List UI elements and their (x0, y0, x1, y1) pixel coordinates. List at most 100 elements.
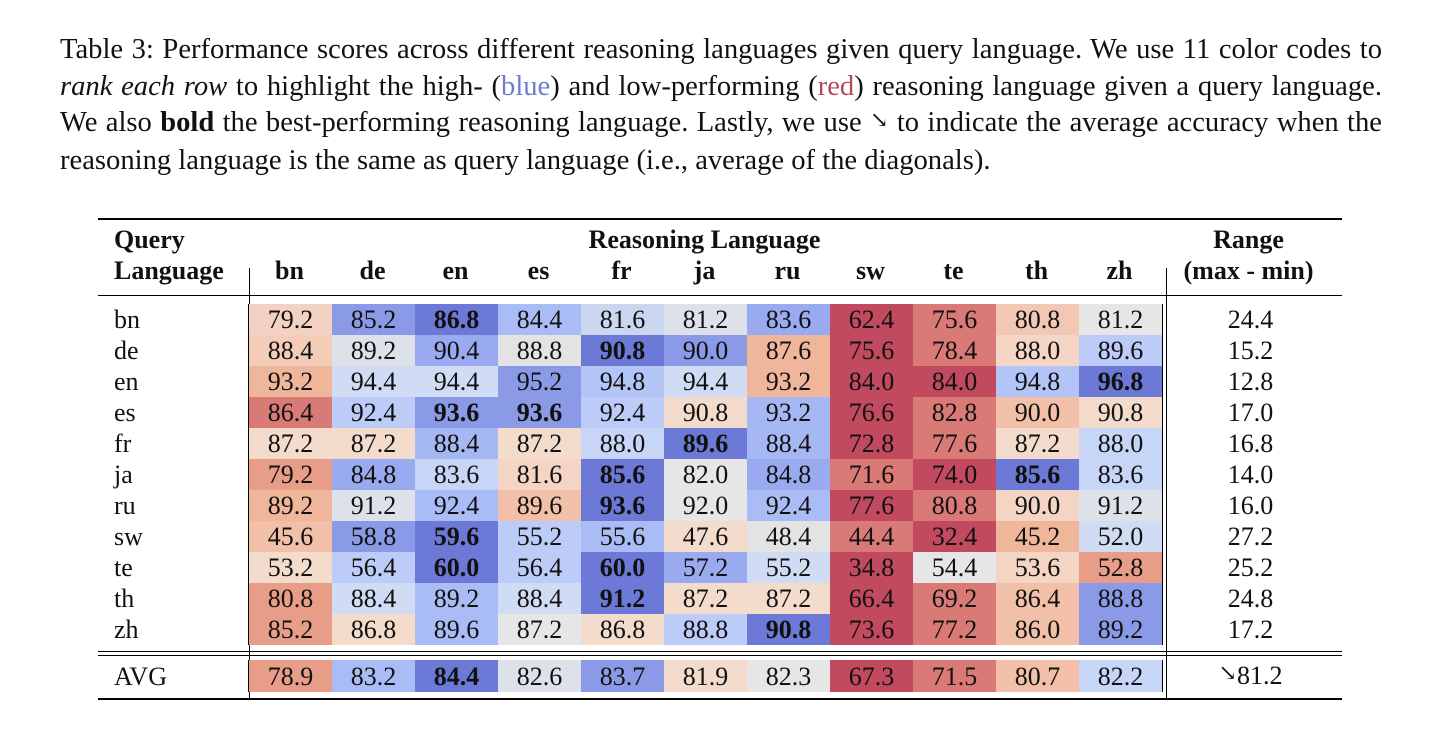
range-cell: 16.8 (1227, 429, 1274, 458)
score-cell: 84.0 (913, 366, 996, 397)
row-language: th (114, 584, 135, 613)
score-cell: 94.4 (332, 366, 415, 397)
body-table: bn 79.2 85.2 86.8 84.4 81.6 81.2 83.6 62.4 75.6 80… (98, 304, 1338, 645)
score-cell: 83.6 (747, 304, 830, 335)
range-cell: 14.0 (1227, 460, 1274, 489)
score-cell: 88.8 (498, 335, 581, 366)
column-header-de: de (359, 256, 386, 285)
table-row: de 88.4 89.2 90.4 88.8 90.8 90.0 87.6 75.6 78.4 88… (98, 335, 1338, 366)
score-cell: 88.8 (664, 614, 747, 645)
score-cell: 89.6 (1079, 335, 1163, 366)
score-cell: 88.0 (996, 335, 1079, 366)
row-language: fr (114, 429, 132, 458)
score-cell: 85.2 (332, 304, 415, 335)
score-cell: 62.4 (830, 304, 913, 335)
score-cell: 71.5 (913, 660, 996, 692)
score-cell: 85.6 (581, 459, 664, 490)
avg-rule-upper (98, 651, 1342, 653)
caption-prefix: Table 3: Performance scores across diffe… (60, 34, 1382, 65)
table-row: AVG 78.9 83.2 84.4 82.6 83.7 81.9 82.3 67.3 71.5 8… (98, 660, 1338, 692)
caption-mid4: the best-performing reasoning language. … (214, 107, 871, 138)
score-cell: 89.2 (248, 490, 332, 521)
score-cell: 90.8 (581, 335, 664, 366)
score-cell: 66.4 (830, 583, 913, 614)
score-cell: 60.0 (415, 552, 498, 583)
score-cell: 87.2 (332, 428, 415, 459)
table-row: fr 87.2 87.2 88.4 87.2 88.0 89.6 88.4 72.8 77.6 87… (98, 428, 1338, 459)
score-cell: 84.4 (498, 304, 581, 335)
diagonal-arrow-icon: ↘ (1218, 660, 1237, 685)
score-cell: 88.4 (332, 583, 415, 614)
score-cell: 90.0 (664, 335, 747, 366)
score-cell: 81.2 (1079, 304, 1163, 335)
range-cell: 17.2 (1227, 615, 1274, 644)
score-cell: 81.6 (581, 304, 664, 335)
range-cell: 27.2 (1227, 522, 1274, 551)
score-cell: 89.2 (415, 583, 498, 614)
score-cell: 58.8 (332, 521, 415, 552)
score-cell: 52.0 (1079, 521, 1163, 552)
score-cell: 89.6 (664, 428, 747, 459)
table-row: te 53.2 56.4 60.0 56.4 60.0 57.2 55.2 34.8 54.4 53… (98, 552, 1338, 583)
score-cell: 90.0 (996, 490, 1079, 521)
table-row: th 80.8 88.4 89.2 88.4 91.2 87.2 87.2 66.4 69.2 86… (98, 583, 1338, 614)
score-cell: 34.8 (830, 552, 913, 583)
score-cell: 56.4 (332, 552, 415, 583)
column-header-en: en (442, 256, 469, 285)
avg-label: AVG (114, 661, 167, 691)
score-cell: 86.0 (996, 614, 1079, 645)
score-cell: 86.8 (332, 614, 415, 645)
range-cell: 24.8 (1227, 584, 1274, 613)
table-row: en 93.2 94.4 94.4 95.2 94.8 94.4 93.2 84.0 84.0 94… (98, 366, 1338, 397)
score-cell: 87.6 (747, 335, 830, 366)
column-header-ja: ja (693, 256, 716, 285)
score-cell: 87.2 (747, 583, 830, 614)
score-cell: 60.0 (581, 552, 664, 583)
score-cell: 92.0 (664, 490, 747, 521)
score-cell: 76.6 (830, 397, 913, 428)
caption-mid3: ) reasoning language given a query langu… (60, 70, 1382, 139)
row-language: ru (114, 491, 136, 520)
score-cell: 86.4 (996, 583, 1079, 614)
caption-red-word: red (817, 70, 855, 102)
score-cell: 80.8 (248, 583, 332, 614)
range-cell: 15.2 (1227, 336, 1274, 365)
score-cell: 90.8 (1079, 397, 1163, 428)
score-cell: 47.6 (664, 521, 747, 552)
score-cell: 55.2 (498, 521, 581, 552)
column-header-te: te (943, 256, 964, 285)
row-language: ja (114, 460, 133, 489)
score-cell: 93.2 (747, 366, 830, 397)
score-cell: 53.6 (996, 552, 1079, 583)
score-cell: 84.8 (332, 459, 415, 490)
column-header-ru: ru (774, 256, 801, 285)
range-cell: 25.2 (1227, 553, 1274, 582)
header-rule (98, 295, 1342, 297)
score-cell: 88.0 (581, 428, 664, 459)
caption-mid2: ) and low-performing ( (550, 70, 818, 102)
score-cell: 83.7 (581, 660, 664, 692)
score-cell: 94.4 (415, 366, 498, 397)
score-cell: 75.6 (913, 304, 996, 335)
score-cell: 79.2 (248, 304, 332, 335)
right-vertical-rule (1166, 268, 1168, 699)
score-cell: 80.8 (913, 490, 996, 521)
avg-rule-lower (98, 655, 1342, 657)
score-cell: 89.2 (1079, 614, 1163, 645)
bottom-rule (98, 698, 1342, 701)
score-cell: 92.4 (332, 397, 415, 428)
table-row: bn 79.2 85.2 86.8 84.4 81.6 81.2 83.6 62.4 75.6 80… (98, 304, 1338, 335)
table-row: ru 89.2 91.2 92.4 89.6 93.6 92.0 92.4 77.6 80.8 90… (98, 490, 1338, 521)
range-value: 81.2 (1236, 661, 1283, 690)
caption-rank-emphasis: rank each row (60, 70, 228, 102)
table-row: zh 85.2 86.8 89.6 87.2 86.8 88.8 90.8 73.6 77.2 86… (98, 614, 1338, 645)
column-header-bn: bn (275, 256, 304, 285)
score-cell: 82.3 (747, 660, 830, 692)
score-cell: 88.4 (747, 428, 830, 459)
score-cell: 48.4 (747, 521, 830, 552)
score-cell: 84.0 (830, 366, 913, 397)
score-cell: 78.4 (913, 335, 996, 366)
score-cell: 88.8 (1079, 583, 1163, 614)
score-cell: 88.4 (415, 428, 498, 459)
score-cell: 81.2 (664, 304, 747, 335)
